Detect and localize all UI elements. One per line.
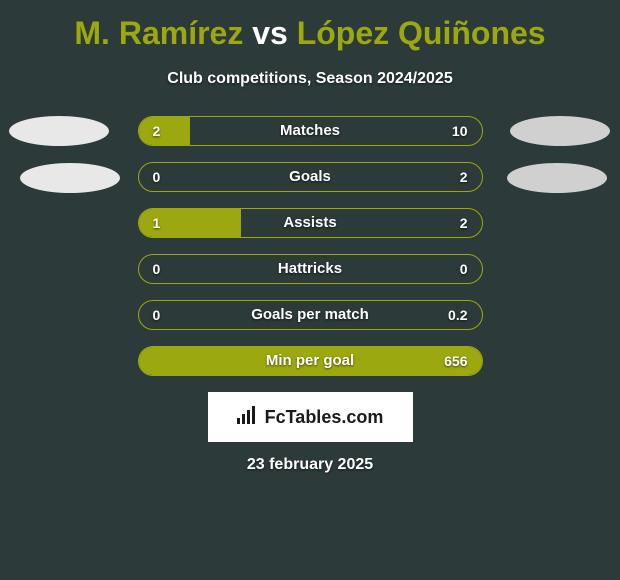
stat-label: Hattricks (139, 255, 482, 283)
vs-text: vs (252, 15, 288, 51)
stat-row-min-per-goal: Min per goal 656 (138, 346, 483, 376)
placeholder-ellipse-right-1 (510, 116, 610, 146)
stat-label: Min per goal (139, 347, 482, 375)
stat-value-right: 10 (452, 117, 468, 145)
placeholder-ellipse-left-2 (20, 163, 120, 193)
placeholder-ellipse-right-2 (507, 163, 607, 193)
stat-label: Assists (139, 209, 482, 237)
stat-value-right: 2 (460, 209, 468, 237)
stat-row-matches: 2 Matches 10 (138, 116, 483, 146)
brand-logo: FcTables.com (208, 392, 413, 442)
page-title: M. Ramírez vs López Quiñones (0, 15, 620, 52)
stat-value-right: 656 (444, 347, 467, 375)
stat-row-goals: 0 Goals 2 (138, 162, 483, 192)
player2-name: López Quiñones (297, 15, 546, 51)
player1-name: M. Ramírez (74, 15, 243, 51)
brand-text: FcTables.com (265, 407, 384, 428)
chart-icon (237, 406, 259, 429)
stat-value-right: 0.2 (448, 301, 467, 329)
stat-row-goals-per-match: 0 Goals per match 0.2 (138, 300, 483, 330)
stat-row-assists: 1 Assists 2 (138, 208, 483, 238)
stat-row-hattricks: 0 Hattricks 0 (138, 254, 483, 284)
bars-wrapper: 2 Matches 10 0 Goals 2 1 Assists 2 (138, 116, 483, 376)
stats-area: 2 Matches 10 0 Goals 2 1 Assists 2 (0, 116, 620, 376)
stat-label: Goals (139, 163, 482, 191)
subtitle: Club competitions, Season 2024/2025 (0, 70, 620, 88)
placeholder-ellipse-left-1 (9, 116, 109, 146)
footer-date: 23 february 2025 (0, 456, 620, 474)
comparison-card: M. Ramírez vs López Quiñones Club compet… (0, 0, 620, 484)
stat-value-right: 0 (460, 255, 468, 283)
stat-value-right: 2 (460, 163, 468, 191)
stat-label: Matches (139, 117, 482, 145)
stat-label: Goals per match (139, 301, 482, 329)
